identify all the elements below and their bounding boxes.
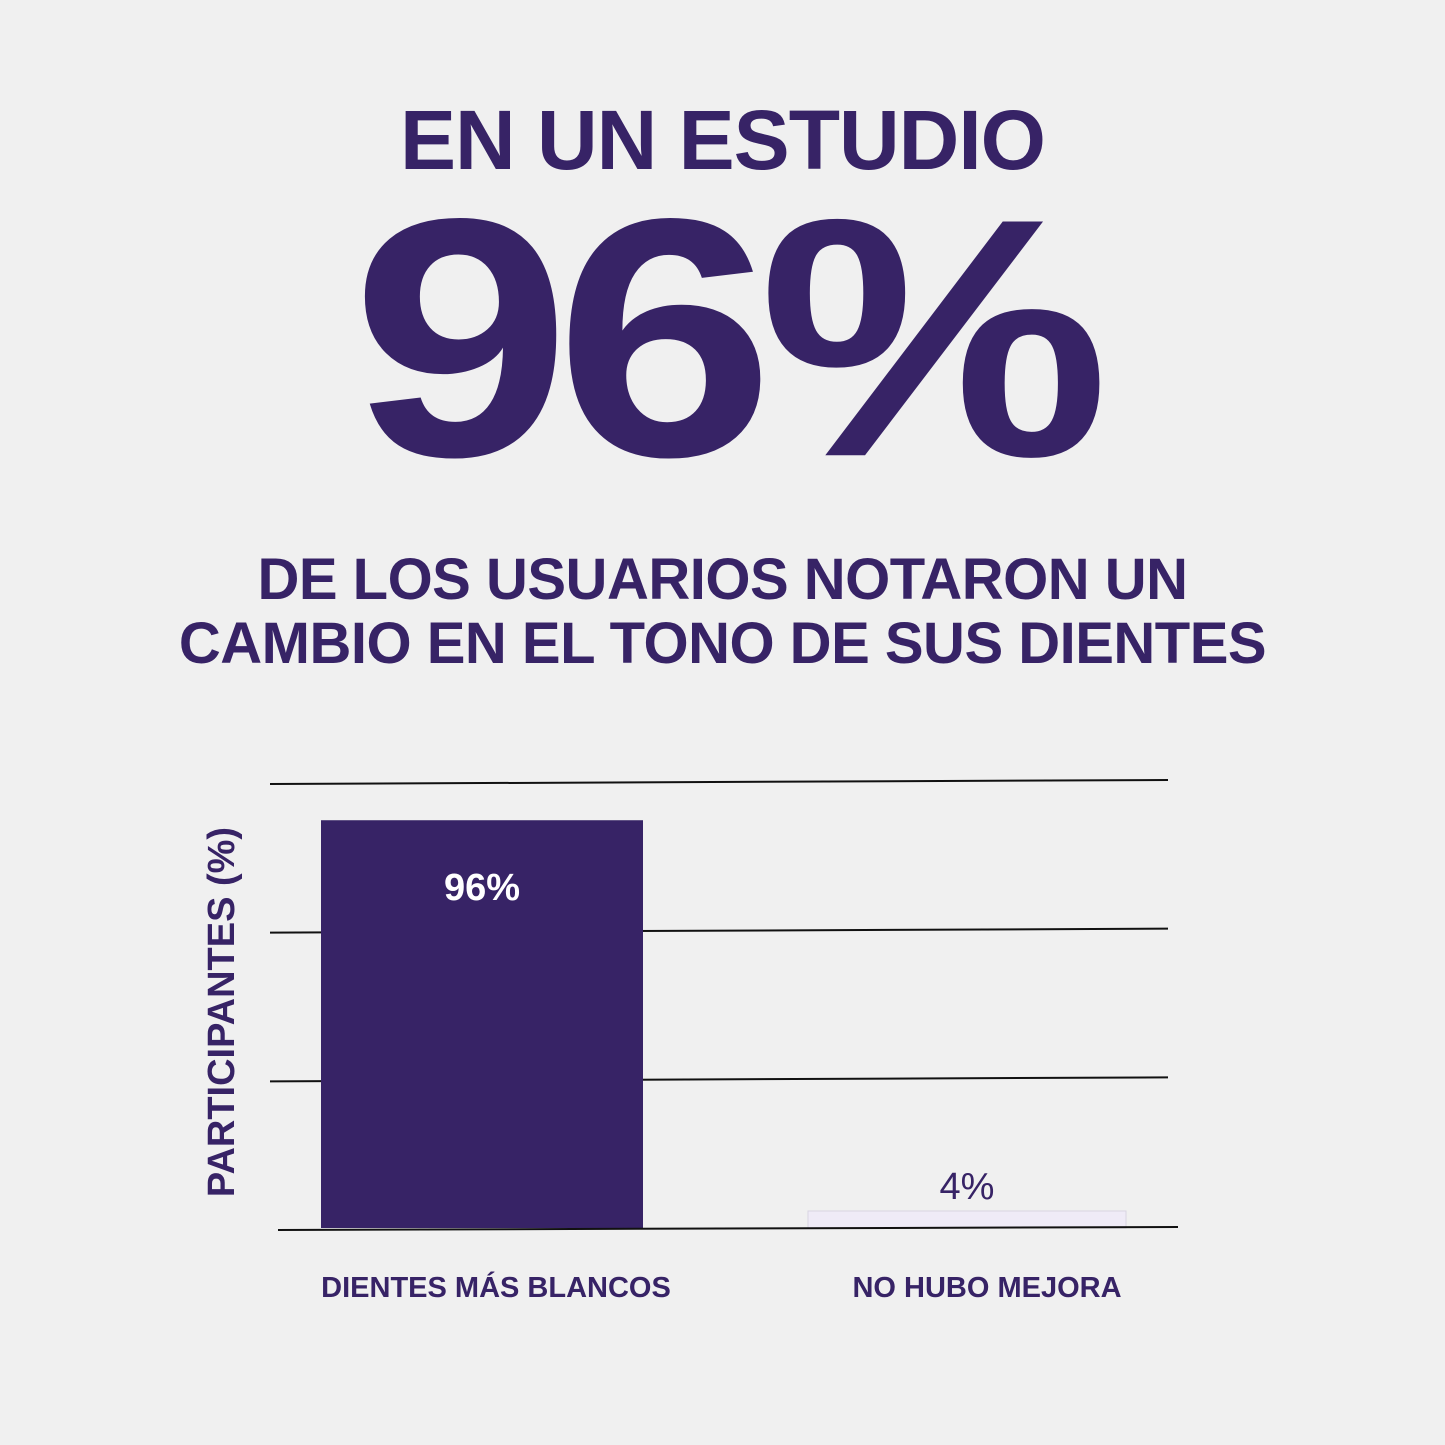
headline-stat: 96%	[351, 147, 1110, 528]
chart-bars	[321, 820, 1127, 1229]
headline-subtitle-line-2: CAMBIO EN EL TONO DE SUS DIENTES	[178, 611, 1267, 676]
gridline	[269, 779, 1169, 785]
data-label-2: 4%	[940, 1166, 995, 1208]
chart-baseline	[277, 1226, 1179, 1231]
category-label-2: NO HUBO MEJORA	[852, 1272, 1121, 1304]
headline-subtitle: DE LOS USUARIOS NOTARON UN CAMBIO EN EL …	[0, 548, 1445, 676]
y-axis-label: PARTICIPANTES (%)	[201, 827, 243, 1197]
chart-category-labels: DIENTES MÁS BLANCOS NO HUBO MEJORA	[321, 1270, 1121, 1304]
chart-data-labels: 96% 4%	[444, 867, 994, 1208]
headline-subtitle-line-1: DE LOS USUARIOS NOTARON UN	[257, 547, 1188, 612]
data-label-1: 96%	[444, 867, 520, 909]
chart-baseline-layer	[277, 1226, 1179, 1231]
bar-1	[321, 820, 643, 1228]
category-label-1: DIENTES MÁS BLANCOS	[321, 1270, 671, 1304]
headline-intro: EN UN ESTUDIO	[399, 93, 1046, 187]
bar-2	[807, 1210, 1127, 1229]
